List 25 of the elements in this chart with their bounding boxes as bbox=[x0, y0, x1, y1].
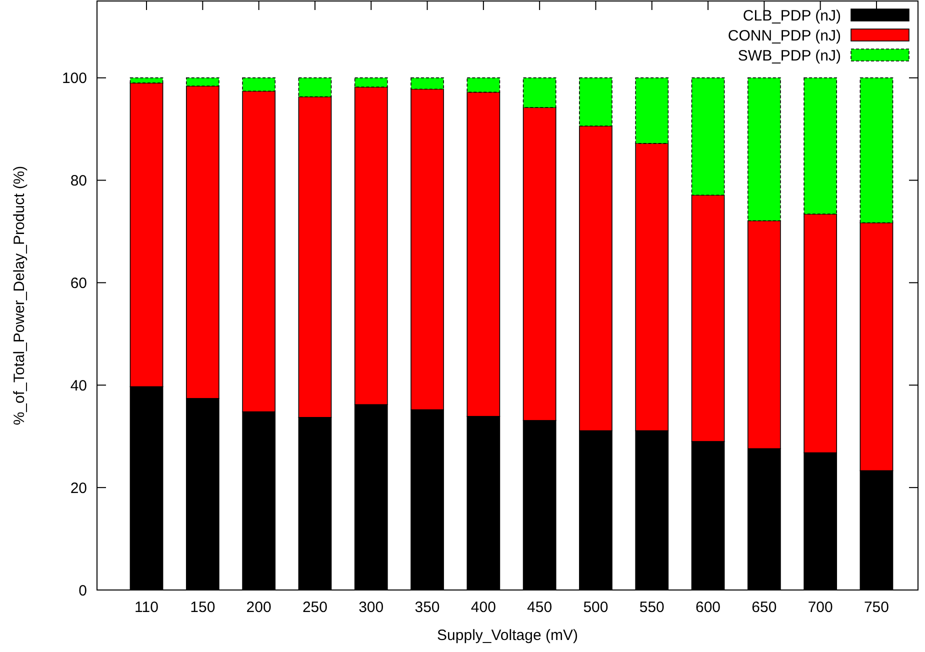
x-tick-label: 300 bbox=[358, 599, 384, 616]
legend-label: CONN_PDP (nJ) bbox=[728, 27, 841, 44]
x-tick-label: 750 bbox=[864, 599, 889, 616]
x-tick-label: 650 bbox=[752, 599, 777, 616]
y-tick-label: 60 bbox=[70, 274, 87, 292]
x-tick-label: 200 bbox=[246, 599, 272, 616]
legend-label: SWB_PDP (nJ) bbox=[738, 47, 841, 64]
x-tick-label: 400 bbox=[470, 599, 496, 616]
x-tick-label: 110 bbox=[134, 599, 158, 616]
legend-label: CLB_PDP (nJ) bbox=[742, 7, 842, 24]
y-tick-label: 100 bbox=[62, 70, 87, 88]
y-tick-label: 40 bbox=[70, 377, 87, 394]
x-axis-title: Supply_Voltage (mV) bbox=[437, 627, 578, 644]
x-tick-label: 150 bbox=[190, 599, 216, 616]
x-tick-label: 250 bbox=[302, 599, 328, 616]
x-tick-label: 700 bbox=[808, 599, 833, 616]
x-tick-label: 500 bbox=[583, 599, 608, 616]
x-tick-label: 450 bbox=[527, 599, 552, 616]
x-tick-label: 550 bbox=[639, 599, 664, 616]
x-tick-label: 350 bbox=[414, 599, 440, 616]
x-tick-label: 600 bbox=[696, 599, 721, 616]
y-tick-label: 20 bbox=[70, 480, 87, 497]
y-axis-title: %_of_Total_Power_Delay_Product (%) bbox=[11, 166, 28, 426]
y-tick-label: 80 bbox=[70, 172, 87, 190]
y-tick-label: 0 bbox=[78, 582, 87, 600]
